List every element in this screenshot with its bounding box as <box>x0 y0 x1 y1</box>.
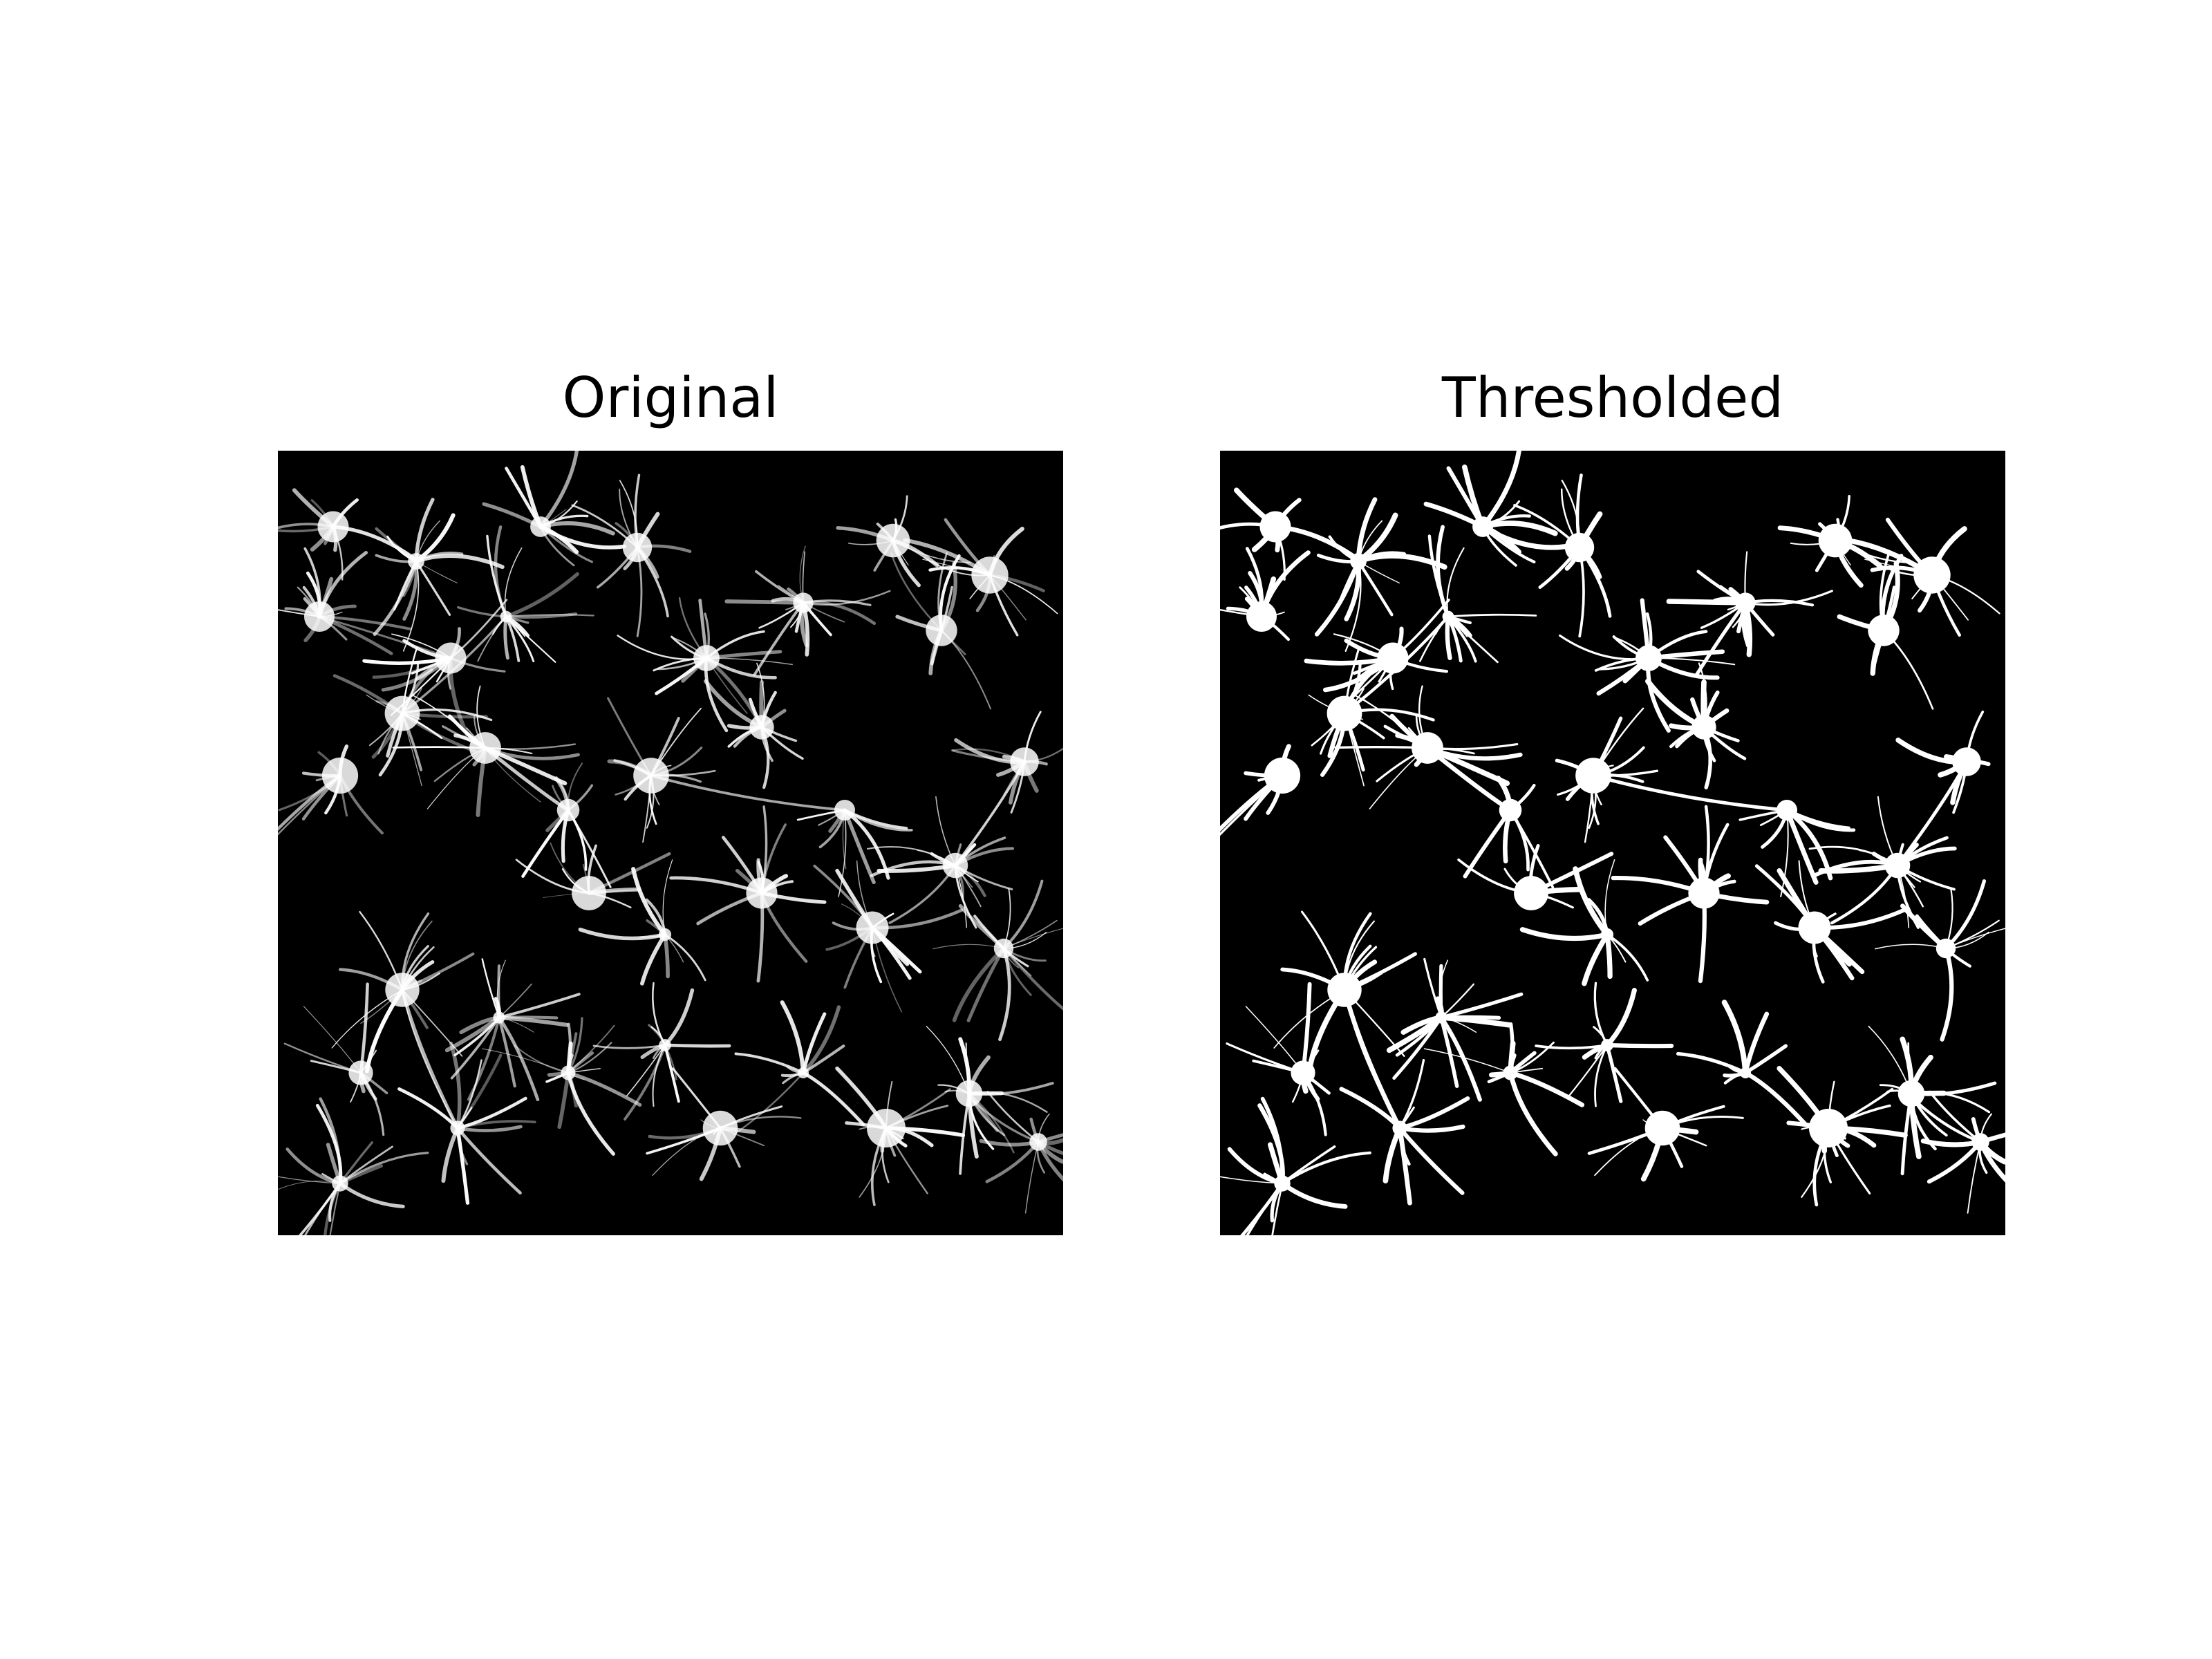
cell-network <box>1220 451 2005 1235</box>
original-panel-title: Original <box>562 366 779 430</box>
thresholded-binary-image <box>1220 451 2005 1235</box>
cell-network <box>278 451 1063 1235</box>
original-microscopy-image <box>278 451 1063 1235</box>
thresholded-image-canvas <box>1220 451 2005 1235</box>
thresholded-panel-title: Thresholded <box>1441 366 1784 430</box>
original-image-canvas <box>278 451 1063 1235</box>
